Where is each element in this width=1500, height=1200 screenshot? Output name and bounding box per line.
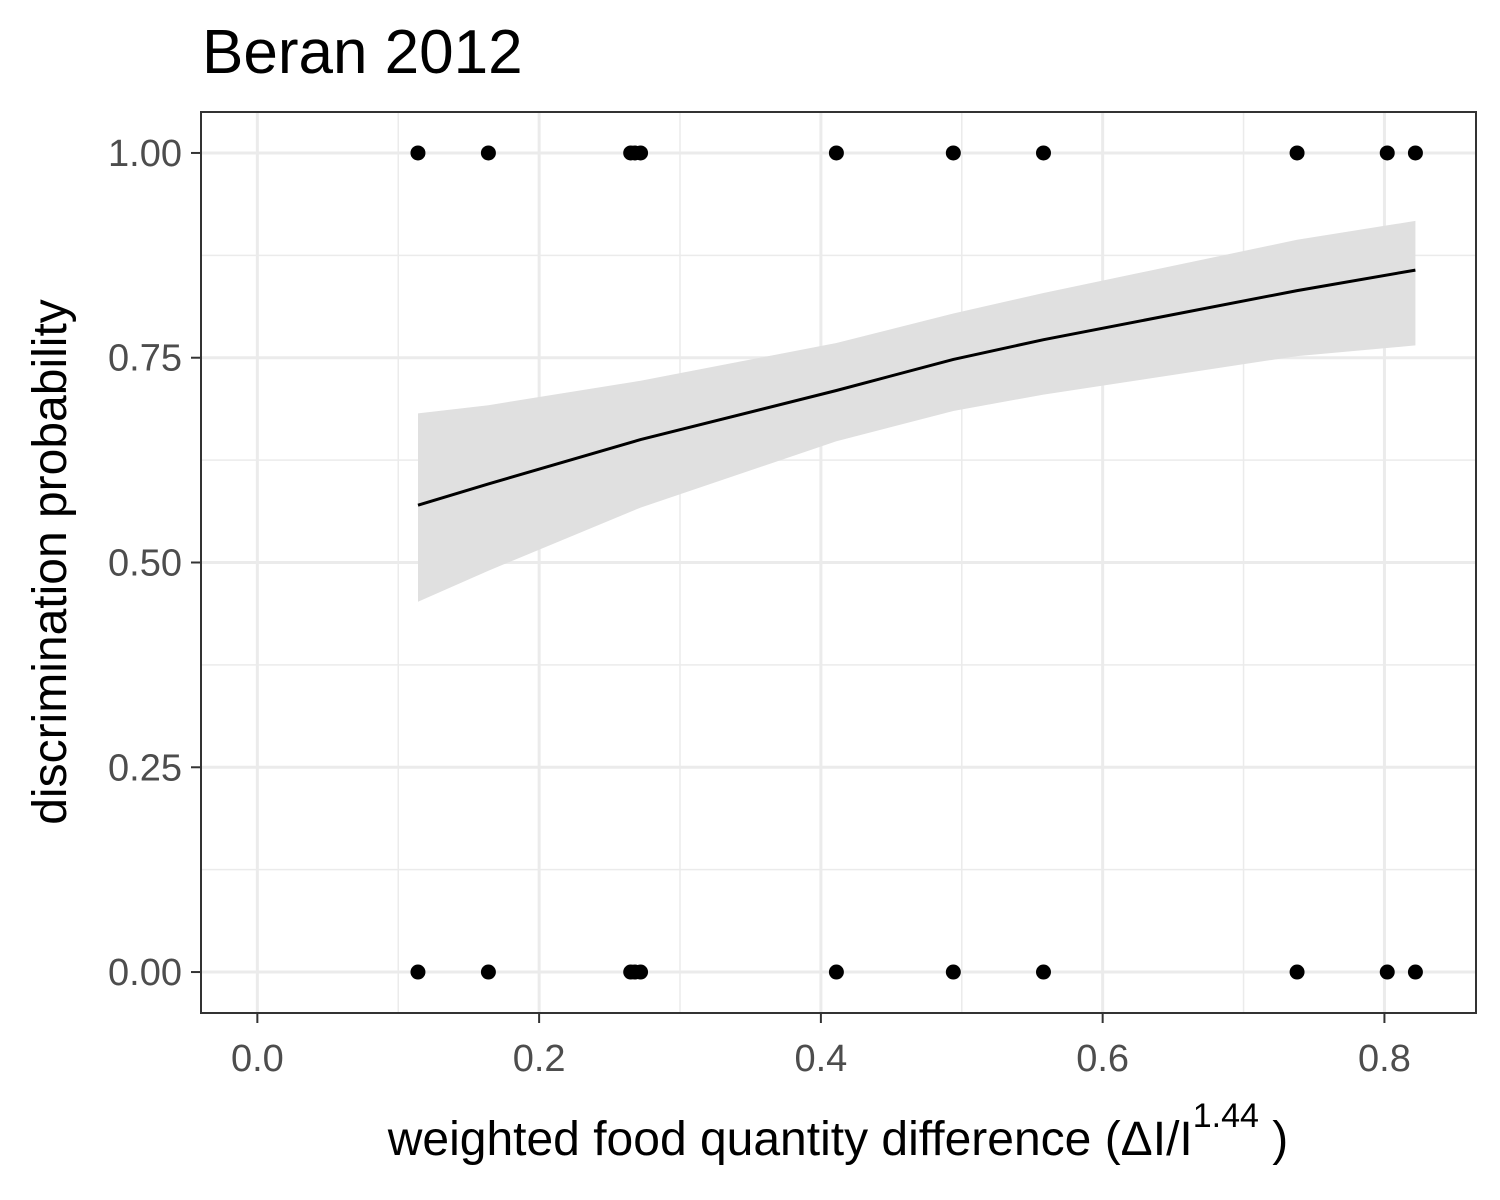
data-point (480, 964, 496, 980)
confidence-band-layer (418, 220, 1416, 602)
data-point (633, 145, 649, 161)
fit-line-layer (417, 268, 1416, 507)
fit-line (417, 268, 1416, 507)
x-axis-title-main: weighted food quantity difference (ΔI/I (387, 1113, 1193, 1166)
x-axis-title-close: ) (1259, 1113, 1288, 1166)
data-point (945, 145, 961, 161)
data-point (633, 964, 649, 980)
chart-title: Beran 2012 (202, 18, 523, 87)
data-points-layer (410, 145, 1423, 980)
x-tick-label: 0.0 (231, 1038, 284, 1080)
y-tick-label: 0.25 (108, 747, 182, 789)
data-point (480, 145, 496, 161)
y-axis-title: discrimination probability (24, 299, 77, 825)
x-tick-label: 0.6 (1076, 1038, 1129, 1080)
y-tick-label: 0.00 (108, 952, 182, 994)
data-point (1035, 145, 1051, 161)
x-tick-label: 0.8 (1358, 1038, 1411, 1080)
confidence-band (418, 220, 1416, 602)
y-tick-label: 0.75 (108, 338, 182, 380)
data-point (410, 145, 426, 161)
data-point (410, 964, 426, 980)
y-axis-ticks: 0.00 0.25 0.50 0.75 1.00 (108, 133, 201, 994)
data-point (1407, 145, 1423, 161)
data-point (828, 145, 844, 161)
data-point (1289, 964, 1305, 980)
data-point (1379, 964, 1395, 980)
data-point (1035, 964, 1051, 980)
data-point (1379, 145, 1395, 161)
x-tick-label: 0.4 (794, 1038, 847, 1080)
x-tick-label: 0.2 (513, 1038, 566, 1080)
x-axis-title: weighted food quantity difference (ΔI/I1… (387, 1097, 1289, 1166)
y-tick-label: 0.50 (108, 543, 182, 585)
data-point (1407, 964, 1423, 980)
x-axis-title-exponent: 1.44 (1193, 1097, 1259, 1135)
data-point (945, 964, 961, 980)
data-point (828, 964, 844, 980)
x-axis-ticks: 0.0 0.2 0.4 0.6 0.8 (231, 1013, 1411, 1080)
y-tick-label: 1.00 (108, 133, 182, 175)
data-point (1289, 145, 1305, 161)
